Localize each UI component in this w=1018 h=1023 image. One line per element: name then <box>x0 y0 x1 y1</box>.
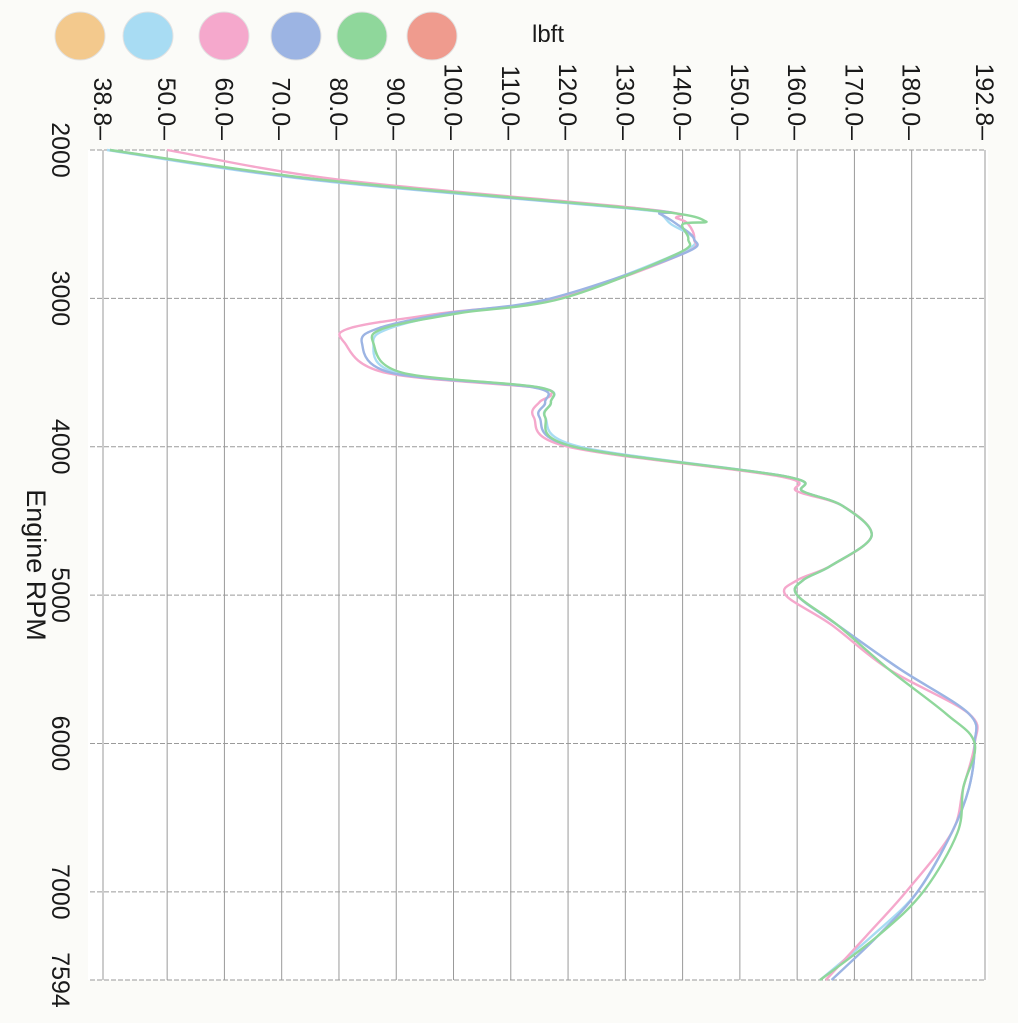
y-tick-label: 38.8– <box>88 77 116 140</box>
y-tick-label: 192.8– <box>970 64 998 141</box>
y-tick-label: 130.0– <box>610 64 638 141</box>
y-tick-label: 180.0– <box>897 64 925 141</box>
grid <box>90 149 986 981</box>
series-line-3 <box>109 148 978 981</box>
x-tick-label: 6000 <box>46 716 74 772</box>
x-axis-title: Engine RPM <box>21 489 51 641</box>
y-tick-label: 120.0– <box>553 64 581 141</box>
y-tick-label: 110.0– <box>496 65 524 140</box>
y-tick-label: 50.0– <box>152 77 180 140</box>
legend-swatch-2[interactable] <box>198 11 250 61</box>
legend <box>54 11 458 61</box>
legend-swatch-5[interactable] <box>406 11 458 61</box>
x-tick-label: 7594 <box>46 952 74 1008</box>
legend-swatch-4[interactable] <box>336 11 388 61</box>
y-tick-label: 90.0– <box>381 77 409 140</box>
y-tick-label: 160.0– <box>782 64 810 141</box>
series-line-4 <box>109 148 977 981</box>
legend-swatch-0[interactable] <box>54 11 106 61</box>
y-tick-label: 170.0– <box>839 64 867 141</box>
y-axis-ticks: 38.8– 50.0– 60.0– 70.0– 80.0– 90.0– 100.0– 110.… <box>88 64 998 141</box>
y-tick-label: 150.0– <box>725 64 753 141</box>
x-tick-label: 7000 <box>46 864 74 920</box>
legend-swatch-1[interactable] <box>122 11 174 61</box>
x-axis-ticks: 2000 3000 4000 5000 6000 7000 7594 <box>46 122 74 1008</box>
legend-swatch-3[interactable] <box>270 11 322 61</box>
x-tick-label: 5000 <box>46 567 74 623</box>
y-axis-unit: lbft <box>532 21 564 48</box>
y-tick-label: 140.0– <box>668 64 696 141</box>
x-tick-label: 3000 <box>46 271 74 327</box>
plot-area <box>88 150 988 980</box>
series-layer <box>106 148 979 981</box>
y-tick-label: 100.0– <box>439 64 467 141</box>
y-tick-label: 70.0– <box>267 77 295 140</box>
y-tick-label: 60.0– <box>209 77 237 140</box>
x-tick-label: 2000 <box>46 122 74 178</box>
y-tick-label: 80.0– <box>324 77 352 140</box>
x-tick-label: 4000 <box>46 419 74 475</box>
